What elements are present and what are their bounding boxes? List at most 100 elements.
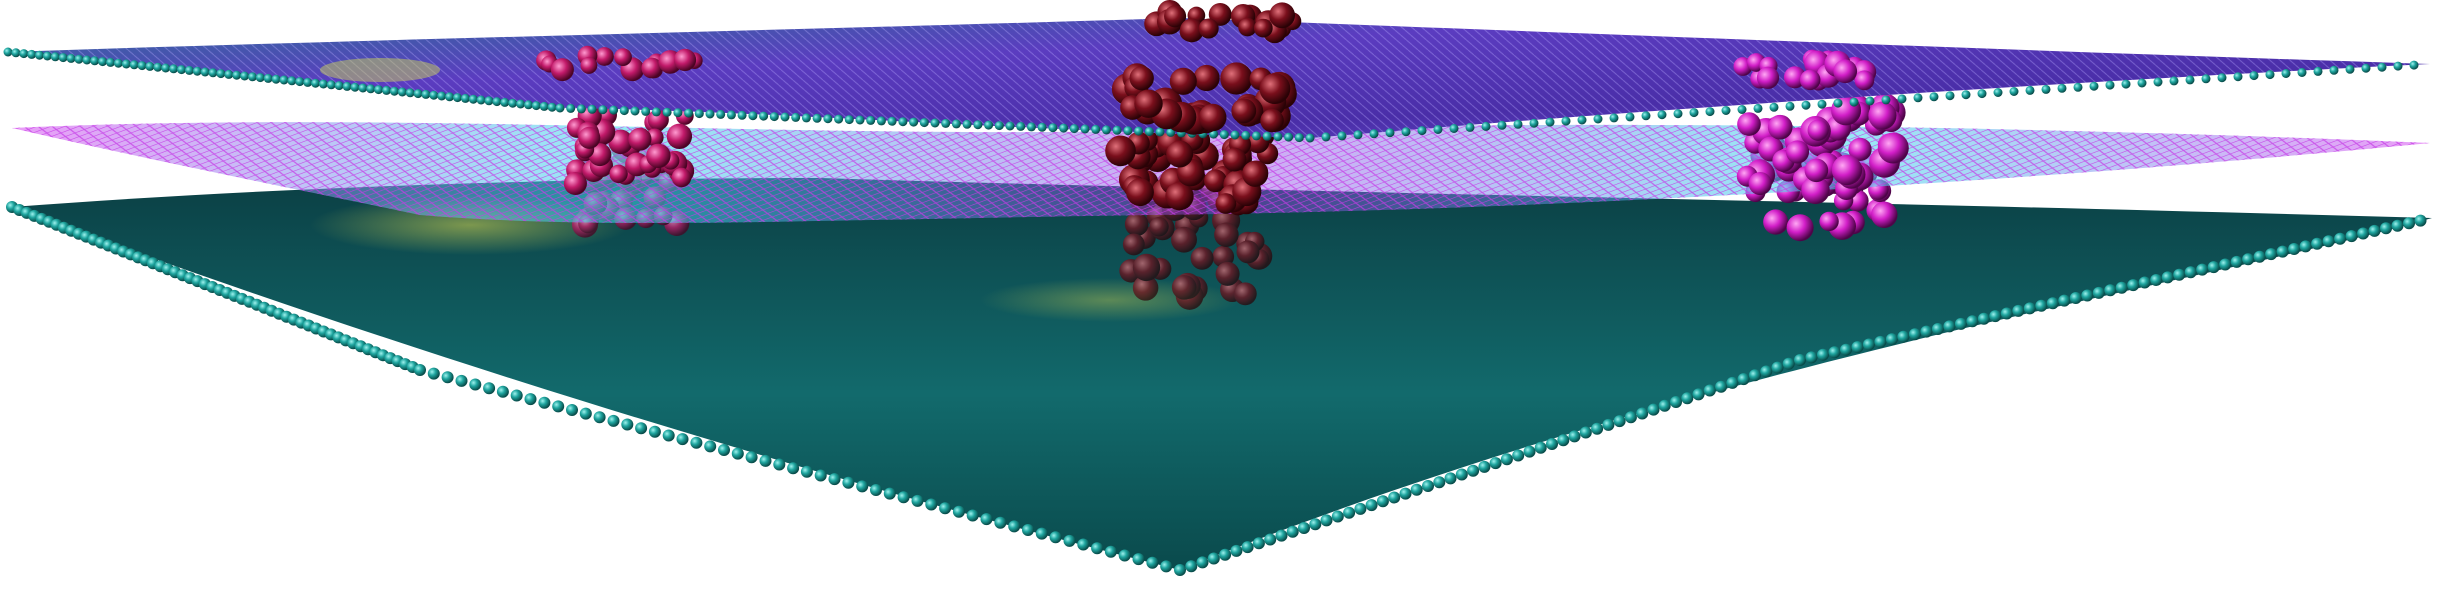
atom xyxy=(27,49,37,59)
atom xyxy=(2069,292,2082,304)
atom xyxy=(66,53,76,63)
atom xyxy=(1831,154,1863,186)
atom xyxy=(2081,289,2094,302)
atom xyxy=(455,374,468,387)
atom xyxy=(1854,70,1875,91)
atom xyxy=(2311,237,2324,250)
atom xyxy=(1602,418,1615,431)
atom xyxy=(598,105,608,115)
atom xyxy=(311,78,320,88)
atom xyxy=(1204,169,1227,193)
atom xyxy=(263,73,273,83)
atom xyxy=(1954,317,1967,330)
atom xyxy=(1388,491,1401,504)
atom xyxy=(801,113,811,123)
atom xyxy=(2041,84,2051,94)
atom xyxy=(1877,132,1909,164)
atom xyxy=(842,476,855,489)
atom xyxy=(1481,121,1491,131)
atom xyxy=(1080,124,1090,134)
atom xyxy=(1112,125,1122,135)
atom xyxy=(2249,71,2259,81)
atom xyxy=(588,143,612,167)
atom xyxy=(413,89,423,99)
atom xyxy=(898,117,908,127)
atom xyxy=(1817,99,1827,109)
atom xyxy=(651,107,661,117)
atom xyxy=(1833,59,1858,84)
atom xyxy=(1862,338,1875,351)
atom xyxy=(476,95,486,105)
atom xyxy=(1670,396,1682,408)
atom xyxy=(82,55,92,65)
atom xyxy=(980,513,993,526)
atom xyxy=(1545,117,1555,127)
atom xyxy=(382,85,391,95)
atom xyxy=(704,440,717,453)
atom xyxy=(1193,64,1220,92)
atom xyxy=(866,115,876,125)
atom xyxy=(153,62,163,72)
atom xyxy=(19,49,29,59)
atom xyxy=(1591,422,1604,435)
bottom-atomic-sheet xyxy=(6,178,2432,576)
atom xyxy=(939,502,952,515)
atom xyxy=(1737,105,1747,114)
atom xyxy=(1144,127,1154,137)
atom xyxy=(1104,545,1117,558)
atom xyxy=(2391,219,2404,232)
atom xyxy=(925,498,938,511)
atom xyxy=(2057,83,2067,93)
atom xyxy=(1230,544,1243,557)
atom xyxy=(1105,135,1136,167)
atom xyxy=(595,47,614,66)
atom xyxy=(1399,487,1412,500)
atom xyxy=(2121,79,2131,89)
atom xyxy=(662,429,675,442)
atom xyxy=(1557,434,1570,447)
atom xyxy=(58,53,68,63)
atom xyxy=(50,52,60,62)
atom xyxy=(1273,132,1283,142)
atom xyxy=(694,109,704,119)
atom xyxy=(1417,126,1427,136)
atom xyxy=(437,91,447,101)
atom xyxy=(1785,140,1810,164)
atom xyxy=(635,422,648,435)
atom xyxy=(2012,304,2025,317)
atom xyxy=(1433,476,1446,489)
atom xyxy=(1794,354,1806,366)
atom xyxy=(1868,101,1897,130)
atom xyxy=(951,119,961,129)
atom xyxy=(1284,132,1294,142)
atom xyxy=(2242,253,2255,266)
atom xyxy=(1681,392,1694,405)
atom xyxy=(759,111,769,121)
atom xyxy=(628,127,652,151)
center-pillar-upper xyxy=(1105,123,1279,216)
atom xyxy=(550,58,574,82)
atom xyxy=(1233,282,1257,306)
atom xyxy=(2313,66,2323,76)
atom xyxy=(609,164,628,184)
atom xyxy=(2025,85,2035,95)
atom xyxy=(2281,69,2291,78)
atom xyxy=(342,81,352,91)
atom xyxy=(2233,72,2243,82)
atom xyxy=(169,64,179,74)
atom xyxy=(192,66,202,76)
atom xyxy=(1309,518,1322,531)
atom xyxy=(1259,73,1291,105)
atom xyxy=(483,382,496,395)
atom xyxy=(2219,258,2232,271)
atom xyxy=(1016,121,1026,131)
atom xyxy=(216,69,226,79)
atom xyxy=(1489,457,1502,470)
atom xyxy=(1155,127,1165,137)
atom xyxy=(1059,123,1069,133)
atom xyxy=(303,77,313,87)
atom xyxy=(232,70,242,80)
atom xyxy=(539,101,549,111)
atom xyxy=(646,143,671,168)
atom xyxy=(690,436,703,449)
